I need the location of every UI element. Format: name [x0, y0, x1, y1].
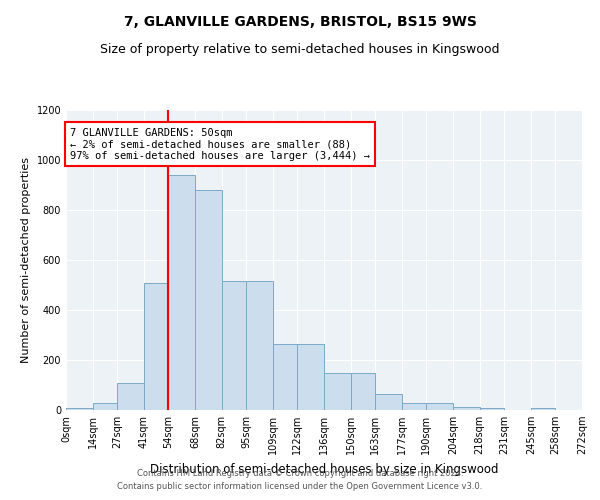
Bar [375, 394, 402, 410]
Bar [66, 408, 92, 410]
Bar [92, 403, 117, 410]
Bar [298, 344, 324, 410]
Bar [479, 408, 504, 410]
Text: Contains public sector information licensed under the Open Government Licence v3: Contains public sector information licen… [118, 482, 482, 491]
Bar [453, 406, 479, 410]
Bar [324, 372, 350, 410]
Y-axis label: Number of semi-detached properties: Number of semi-detached properties [21, 157, 31, 363]
Text: 7 GLANVILLE GARDENS: 50sqm
← 2% of semi-detached houses are smaller (88)
97% of : 7 GLANVILLE GARDENS: 50sqm ← 2% of semi-… [70, 128, 370, 160]
Bar [402, 403, 427, 410]
Bar [117, 382, 144, 410]
Bar [246, 281, 273, 410]
Bar [531, 408, 556, 410]
Text: Size of property relative to semi-detached houses in Kingswood: Size of property relative to semi-detach… [100, 42, 500, 56]
Bar [350, 372, 375, 410]
Bar [169, 175, 195, 410]
Text: 7, GLANVILLE GARDENS, BRISTOL, BS15 9WS: 7, GLANVILLE GARDENS, BRISTOL, BS15 9WS [124, 15, 476, 29]
Bar [195, 190, 221, 410]
Text: Contains HM Land Registry data © Crown copyright and database right 2024.: Contains HM Land Registry data © Crown c… [137, 468, 463, 477]
X-axis label: Distribution of semi-detached houses by size in Kingswood: Distribution of semi-detached houses by … [150, 462, 498, 475]
Bar [221, 281, 246, 410]
Bar [427, 403, 453, 410]
Bar [144, 282, 169, 410]
Bar [273, 344, 298, 410]
